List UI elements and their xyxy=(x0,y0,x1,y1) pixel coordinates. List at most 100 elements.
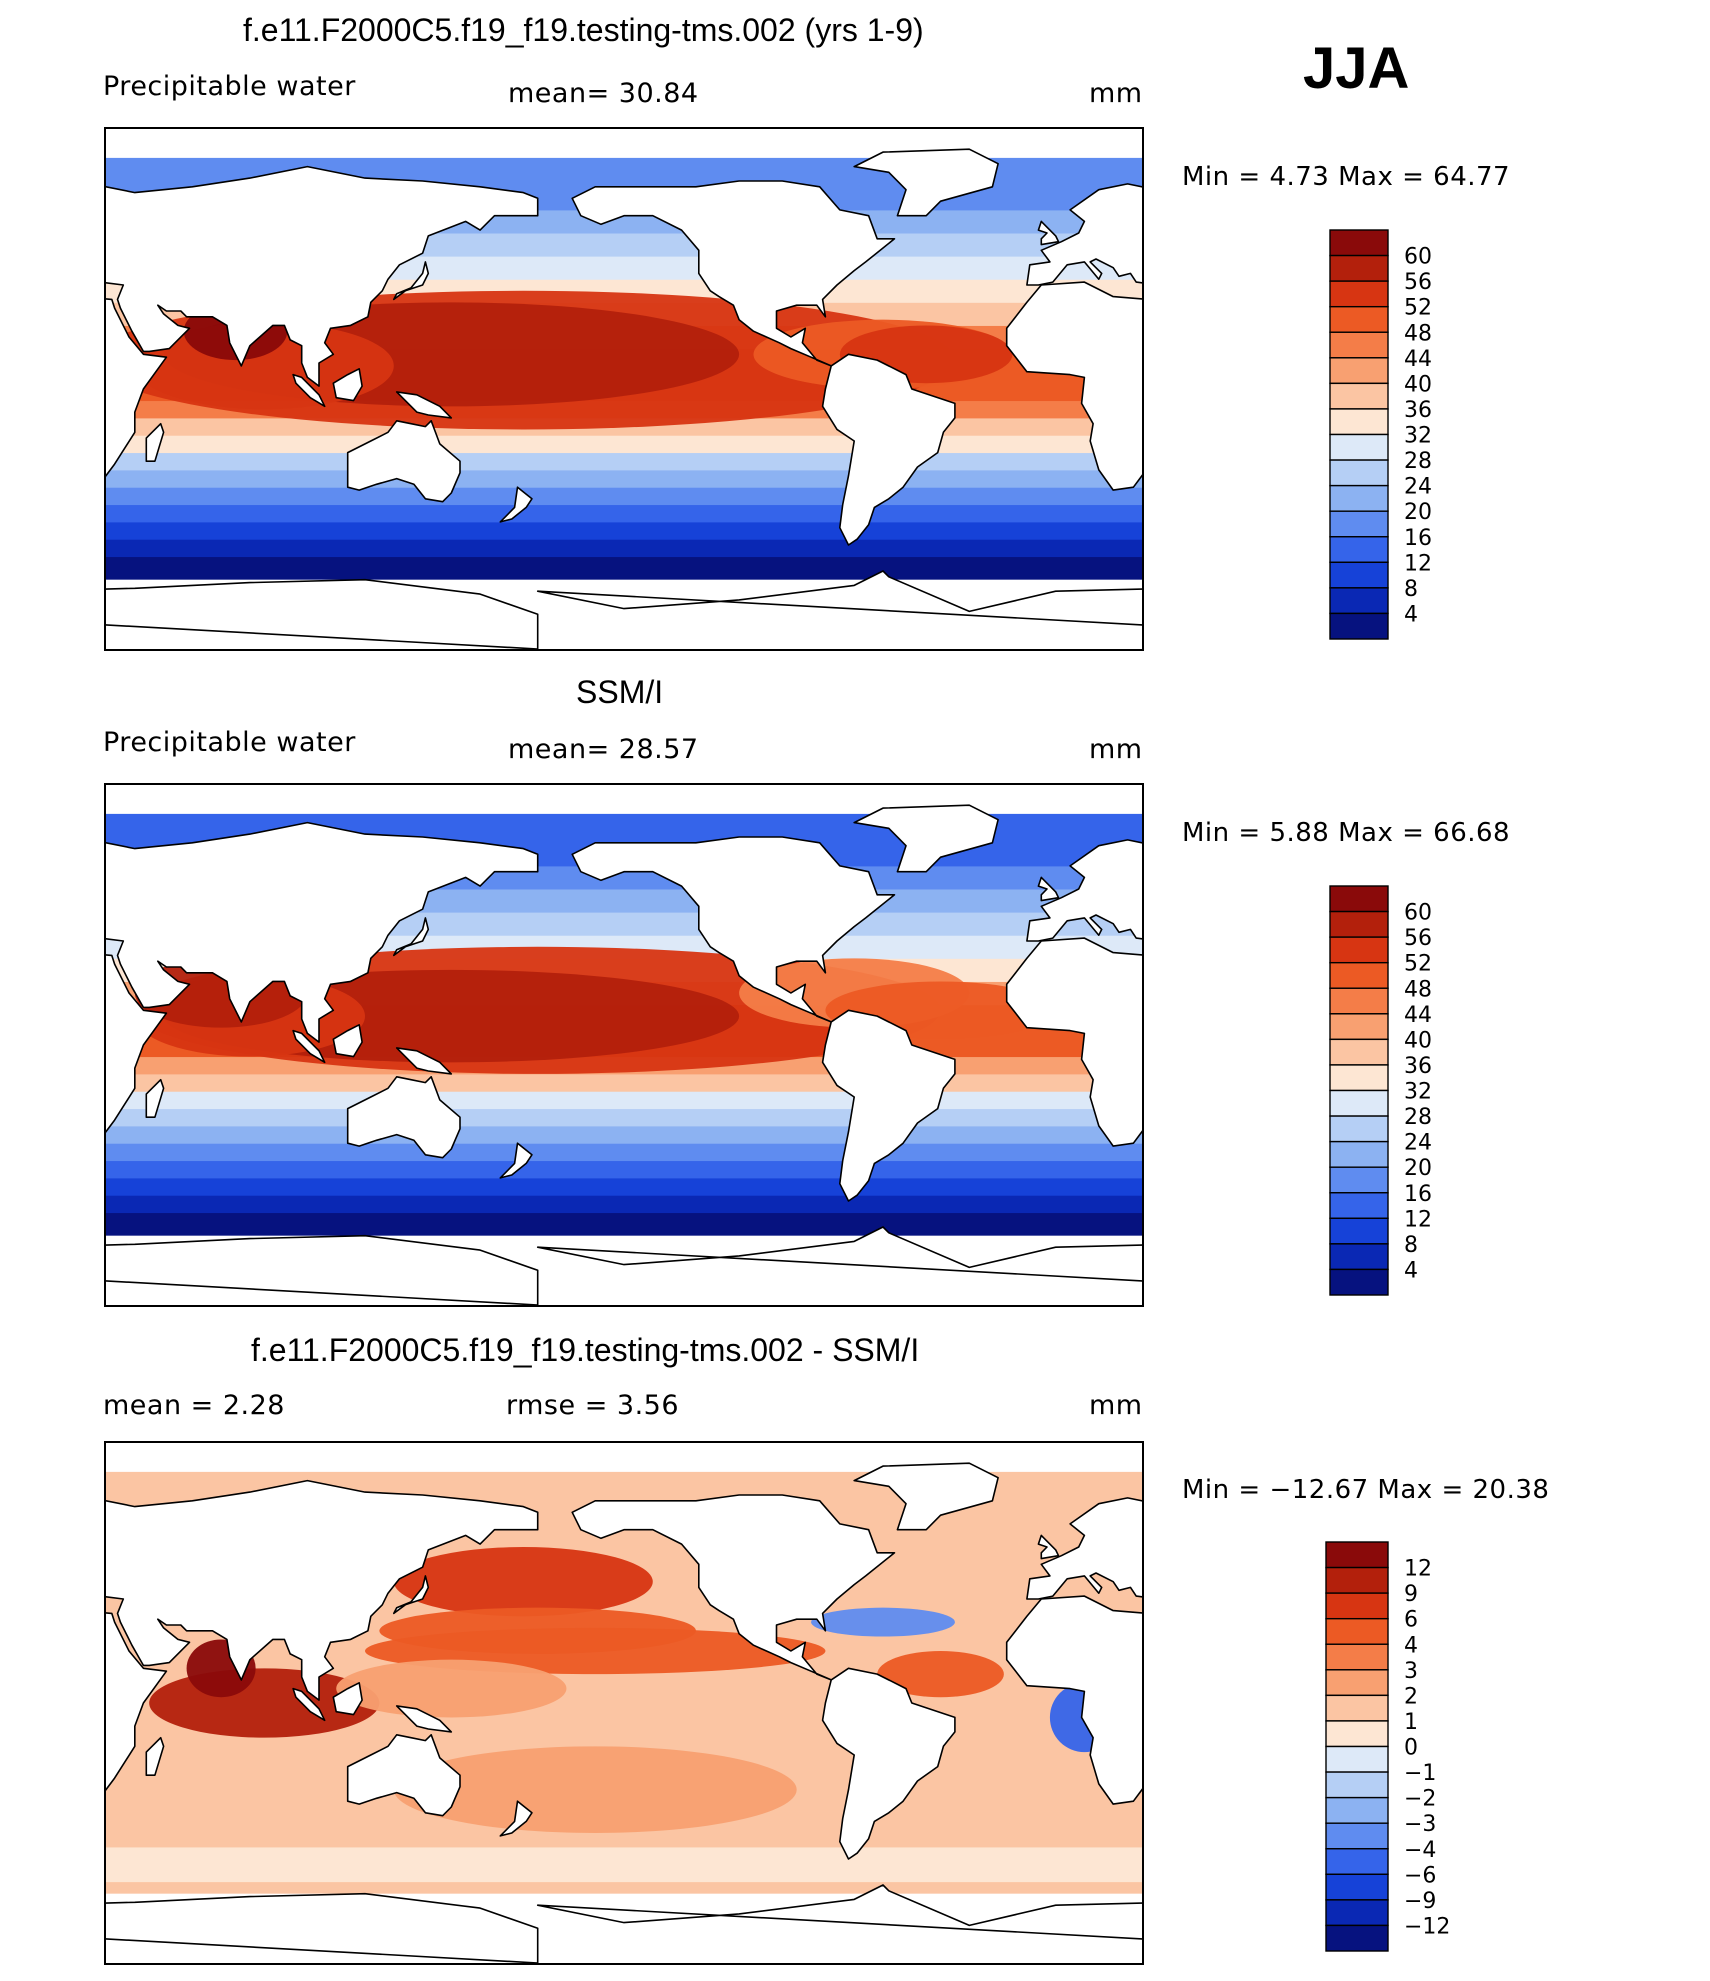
colorbar-tick-label: −4 xyxy=(1404,1838,1436,1863)
colorbar-swatch xyxy=(1329,1243,1389,1271)
colorbar-tick-label: −1 xyxy=(1404,1761,1436,1786)
ocean-band xyxy=(106,1125,1142,1144)
colorbar-tick-label: 4 xyxy=(1404,602,1418,627)
colorbar-swatch xyxy=(1329,987,1389,1015)
ocean-band xyxy=(106,469,1142,488)
ocean-band xyxy=(106,487,1142,506)
colorbar-tick-label: 12 xyxy=(1404,1557,1432,1582)
colorbar-tick-label: 2 xyxy=(1404,1684,1418,1709)
colorbar-tick-label: 8 xyxy=(1404,1233,1418,1258)
coastline-greenland xyxy=(853,148,999,217)
colorbar-swatch xyxy=(1329,1140,1389,1168)
colorbar-tick-label: 56 xyxy=(1404,926,1432,951)
colorbar-swatch xyxy=(1329,961,1389,989)
coastline-japan xyxy=(393,1575,430,1615)
coastline-eurasia xyxy=(106,165,539,387)
colorbar-tick-label: 20 xyxy=(1404,1156,1432,1181)
panel2-colorbar: 60 56 52 48 44 40 36 32 28 24 20 16 12 8 4 xyxy=(1329,885,1529,1296)
anomaly-blob xyxy=(336,1659,567,1718)
coastline-uk xyxy=(1037,876,1060,902)
coastline-borneo xyxy=(332,1024,363,1058)
ocean-band xyxy=(106,1108,1142,1127)
colorbar-swatch xyxy=(1329,484,1389,512)
colorbar-tick-label: −12 xyxy=(1404,1914,1450,1939)
colorbar-tick-label: 36 xyxy=(1404,1054,1432,1079)
colorbar-swatch xyxy=(1329,587,1389,615)
coastline-greenland xyxy=(853,1462,999,1531)
colorbar-swatch xyxy=(1329,1192,1389,1220)
colorbar-tick-label: 56 xyxy=(1404,270,1432,295)
season-label: JJA xyxy=(1303,36,1410,101)
coastline-namerica xyxy=(571,1494,896,1681)
coastline-eurasia xyxy=(106,821,539,1043)
panel3-unit-label: mm xyxy=(1089,1390,1143,1421)
ocean-band xyxy=(106,1160,1142,1179)
colorbar-swatch xyxy=(1325,1745,1389,1773)
coastline-australia xyxy=(346,420,461,503)
colorbar-tick-label: 24 xyxy=(1404,475,1432,500)
colorbar-tick-label: −6 xyxy=(1404,1863,1436,1888)
colorbar-tick-label: 6 xyxy=(1404,1608,1418,1633)
missing-data-region xyxy=(106,785,1142,814)
panel3-minmax: Min = −12.67 Max = 20.38 xyxy=(1182,1475,1550,1505)
anomaly-blob xyxy=(877,1651,1004,1698)
coastline-borneo xyxy=(332,1682,363,1716)
colorbar-swatch xyxy=(1329,280,1389,308)
coastline-nz xyxy=(499,1142,533,1179)
panel2-mean-label: mean= 28.57 xyxy=(508,734,699,765)
panel2-minmax: Min = 5.88 Max = 66.68 xyxy=(1182,818,1511,848)
panel3-mean-label: mean = 2.28 xyxy=(103,1390,285,1421)
coastline-samerica xyxy=(821,1667,956,1860)
colorbar-swatch xyxy=(1329,1013,1389,1041)
coastline-africa xyxy=(106,298,168,477)
coastline-antarctica xyxy=(536,1226,1142,1282)
coastline-uk xyxy=(1037,220,1060,246)
colorbar-swatch xyxy=(1325,1771,1389,1799)
colorbar-tick-label: 4 xyxy=(1404,1258,1418,1283)
colorbar-swatch xyxy=(1329,1038,1389,1066)
colorbar-tick-label: 12 xyxy=(1404,551,1432,576)
coastline-madagascar xyxy=(145,1736,165,1776)
colorbar-swatch xyxy=(1329,254,1389,282)
colorbar-swatch xyxy=(1329,229,1389,257)
colorbar-tick-label: 52 xyxy=(1404,296,1432,321)
panel3-map xyxy=(104,1441,1144,1965)
coastline-antarctica xyxy=(536,570,1142,626)
ocean-band xyxy=(106,1847,1142,1883)
ocean-band xyxy=(106,504,1142,523)
panel3-rmse-label: rmse = 3.56 xyxy=(506,1390,680,1421)
colorbar-swatch xyxy=(1329,433,1389,461)
colorbar-tick-label: 9 xyxy=(1404,1582,1418,1607)
panel3-title: f.e11.F2000C5.f19_f19.testing-tms.002 - … xyxy=(251,1332,920,1368)
panel1-colorbar: 60 56 52 48 44 40 36 32 28 24 20 16 12 8 4 xyxy=(1329,229,1529,640)
colorbar-swatch xyxy=(1325,1643,1389,1671)
panel1-minmax: Min = 4.73 Max = 64.77 xyxy=(1182,162,1511,192)
colorbar-swatch xyxy=(1329,382,1389,410)
colorbar-swatch xyxy=(1325,1541,1389,1569)
missing-data-region xyxy=(106,1443,1142,1472)
panel2-title: SSM/I xyxy=(576,674,664,710)
colorbar-tick-label: 36 xyxy=(1404,398,1432,423)
coastline-japan xyxy=(393,917,430,957)
coastline-africa xyxy=(106,954,168,1133)
coastline-africa xyxy=(1005,937,1142,1147)
panel2-unit-label: mm xyxy=(1089,734,1143,765)
coastline-madagascar xyxy=(145,1078,165,1118)
colorbar-swatch xyxy=(1325,1899,1389,1927)
ocean-band xyxy=(106,1195,1142,1214)
colorbar-swatch xyxy=(1329,885,1389,913)
colorbar-swatch xyxy=(1329,561,1389,589)
panel1-mean-label: mean= 30.84 xyxy=(508,78,699,109)
ocean-band xyxy=(106,435,1142,454)
coastline-namerica xyxy=(571,836,896,1023)
anomaly-blob xyxy=(811,1607,955,1637)
coastline-sumatra xyxy=(292,373,326,408)
coastline-australia xyxy=(346,1076,461,1159)
coastline-africa xyxy=(1005,281,1142,491)
ocean-band xyxy=(106,1091,1142,1110)
colorbar-swatch xyxy=(1325,1566,1389,1594)
colorbar-tick-label: 16 xyxy=(1404,526,1432,551)
colorbar-swatch xyxy=(1329,1166,1389,1194)
colorbar-swatch xyxy=(1329,459,1389,487)
colorbar-tick-label: 40 xyxy=(1404,372,1432,397)
